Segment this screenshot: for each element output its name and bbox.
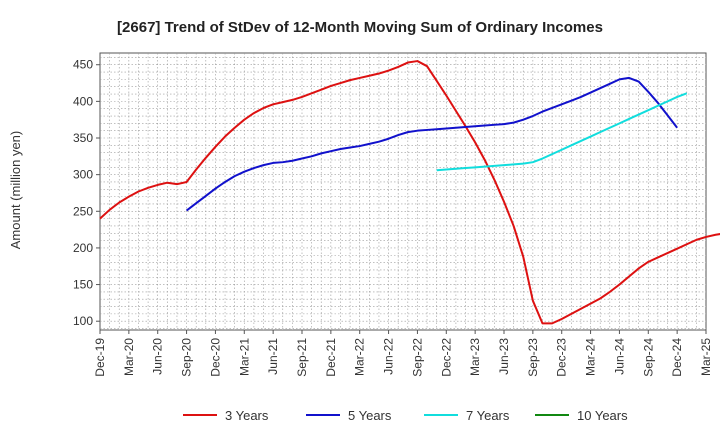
x-tick-label: Sep-21 [295, 338, 309, 377]
y-tick-label: 350 [73, 131, 93, 145]
x-tick-label: Jun-21 [266, 338, 280, 375]
x-tick-label: Dec-24 [670, 338, 684, 377]
x-tick-label: Jun-23 [497, 338, 511, 375]
y-tick-label: 300 [73, 168, 93, 182]
x-tick-label: Jun-22 [382, 338, 396, 375]
x-tick-label: Mar-24 [584, 338, 598, 376]
y-tick-label: 100 [73, 314, 93, 328]
series-lines [99, 60, 720, 325]
chart-title: [2667] Trend of StDev of 12-Month Moving… [117, 19, 603, 36]
legend-label: 5 Years [348, 408, 392, 423]
series-line-3-years [99, 60, 720, 325]
y-axis-label: Amount (million yen) [8, 131, 23, 250]
x-tick-label: Dec-20 [208, 338, 222, 377]
x-tick-label: Dec-21 [324, 338, 338, 377]
x-tick-label: Sep-24 [641, 338, 655, 377]
legend: 3 Years 5 Years 7 Years 10 Years [183, 408, 628, 423]
x-tick-label: Mar-23 [468, 338, 482, 376]
plot-frame [99, 52, 707, 331]
x-tick-label: Mar-21 [237, 338, 251, 376]
x-tick-label: Sep-20 [180, 338, 194, 377]
x-axis-ticks: Dec-19 Mar-20 Jun-20 Sep-20 Dec-20 Mar-21 Jun-… [93, 330, 713, 377]
y-axis-ticks: 100 150 200 250 300 350 400 450 [73, 58, 100, 328]
plot-area [99, 52, 707, 331]
y-tick-label: 150 [73, 278, 93, 292]
legend-label: 7 Years [466, 408, 510, 423]
y-tick-label: 400 [73, 94, 93, 108]
grid [100, 53, 706, 330]
x-tick-label: Dec-19 [93, 338, 107, 377]
x-tick-label: Mar-25 [699, 338, 713, 376]
x-tick-label: Mar-20 [122, 338, 136, 376]
x-tick-label: Sep-23 [526, 338, 540, 377]
y-tick-label: 250 [73, 204, 93, 218]
x-tick-label: Dec-23 [555, 338, 569, 377]
x-tick-label: Dec-22 [439, 338, 453, 377]
y-tick-label: 450 [73, 58, 93, 72]
legend-label: 3 Years [225, 408, 269, 423]
y-tick-label: 200 [73, 241, 93, 255]
x-tick-label: Jun-24 [612, 338, 626, 375]
x-tick-label: Sep-22 [410, 338, 424, 377]
series-line-5-years [185, 76, 678, 212]
x-tick-label: Jun-20 [151, 338, 165, 375]
x-tick-label: Mar-22 [353, 338, 367, 376]
legend-label: 10 Years [577, 408, 628, 423]
series-line-7-years [436, 92, 688, 172]
